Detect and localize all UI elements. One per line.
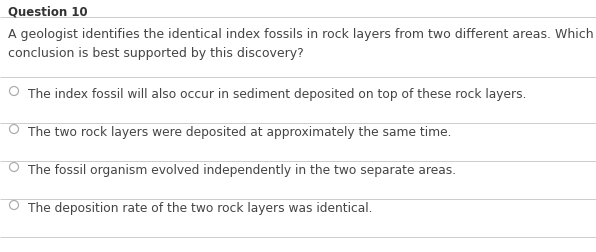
Text: Question 10: Question 10	[8, 5, 88, 18]
Text: The index fossil will also occur in sediment deposited on top of these rock laye: The index fossil will also occur in sedi…	[28, 88, 526, 101]
Text: A geologist identifies the identical index fossils in rock layers from two diffe: A geologist identifies the identical ind…	[8, 28, 594, 60]
Text: The fossil organism evolved independently in the two separate areas.: The fossil organism evolved independentl…	[28, 163, 456, 176]
Text: The two rock layers were deposited at approximately the same time.: The two rock layers were deposited at ap…	[28, 125, 452, 138]
Text: The deposition rate of the two rock layers was identical.: The deposition rate of the two rock laye…	[28, 201, 372, 214]
